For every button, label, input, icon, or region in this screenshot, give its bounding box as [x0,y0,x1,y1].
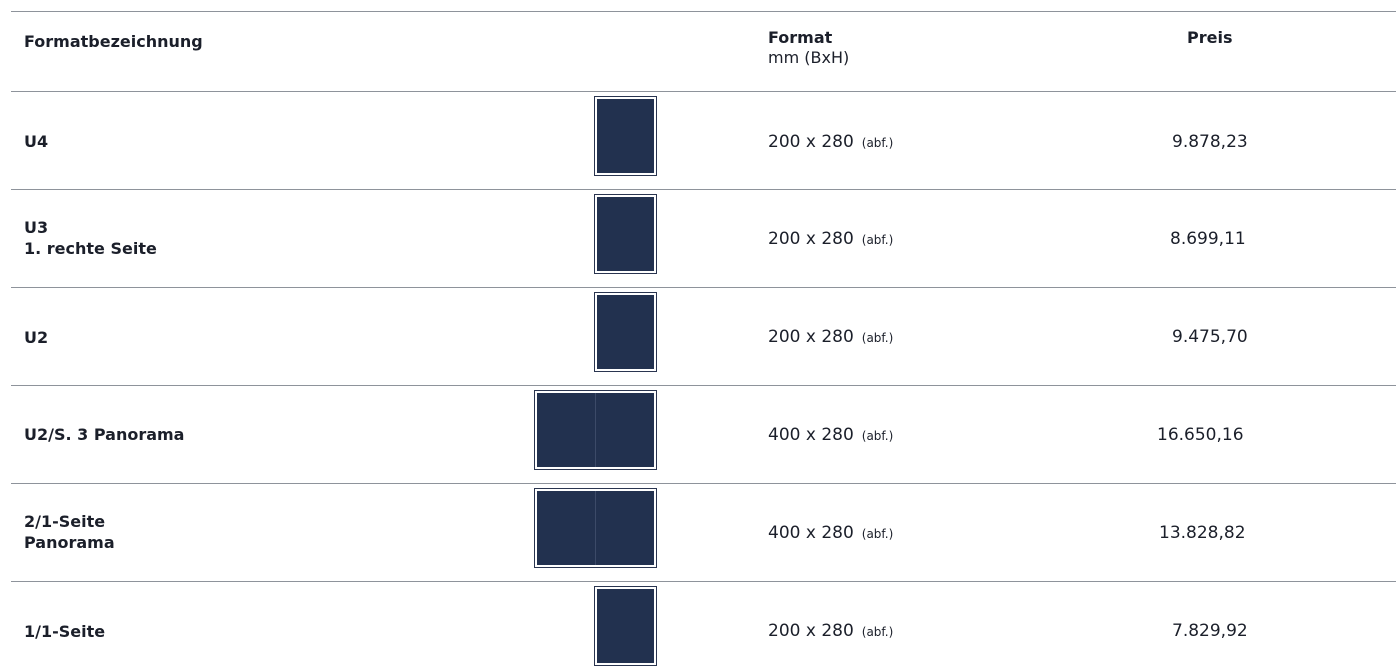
header-price: Preis [1187,28,1233,47]
single-page-thumbnail [594,292,657,372]
format-size: 200 x 280 (abf.) [768,620,893,643]
table-rule [11,483,1396,484]
format-note: (abf.) [861,136,894,150]
row-format-name: 1/1-Seite [24,621,105,642]
format-dimensions: 400 x 280 [768,523,854,543]
format-note: (abf.) [861,527,894,541]
table-rule [11,91,1396,92]
format-size: 200 x 280 (abf.) [768,131,893,154]
price-value: 7.829,92 [1172,621,1248,641]
format-size: 200 x 280 (abf.) [768,326,893,349]
price-value: 16.650,16 [1157,425,1244,445]
table-rule [11,581,1396,582]
header-format-unit: mm (BxH) [768,48,850,67]
table-rule [11,189,1396,190]
format-dimensions: 200 x 280 [768,229,854,249]
format-name-line: 1. rechte Seite [24,239,157,258]
price-value: 9.475,70 [1172,327,1248,347]
format-dimensions: 200 x 280 [768,327,854,347]
single-page-thumbnail [594,586,657,666]
row-format-name: U3 1. rechte Seite [24,217,157,259]
format-name-line: U4 [24,132,49,151]
format-dimensions: 200 x 280 [768,621,854,641]
format-note: (abf.) [861,233,894,247]
table-rule [11,385,1396,386]
price-value: 9.878,23 [1172,132,1248,152]
format-name-line: 1/1-Seite [24,622,106,641]
price-value: 13.828,82 [1159,523,1246,543]
row-format-name: U2/S. 3 Panorama [24,424,184,445]
table-rule [11,11,1396,12]
header-format: Format mm (BxH) [768,28,849,68]
format-size: 400 x 280 (abf.) [768,424,893,447]
row-format-name: U2 [24,327,48,348]
format-note: (abf.) [861,429,894,443]
format-name-line: U2/S. 3 Panorama [24,425,185,444]
double-page-thumbnail [534,488,657,568]
format-note: (abf.) [861,625,894,639]
format-name-line: U2 [24,328,49,347]
double-page-thumbnail [534,390,657,470]
row-format-name: U4 [24,131,48,152]
format-size: 400 x 280 (abf.) [768,522,893,545]
format-dimensions: 200 x 280 [768,132,854,152]
header-format-label: Format [768,28,833,47]
format-name-line: U3 [24,218,49,237]
single-page-thumbnail [594,194,657,274]
price-value: 8.699,11 [1170,229,1246,249]
header-format-designation: Formatbezeichnung [24,32,203,51]
format-size: 200 x 280 (abf.) [768,228,893,251]
single-page-thumbnail [594,96,657,176]
format-dimensions: 400 x 280 [768,425,854,445]
format-name-line: Panorama [24,533,115,552]
format-name-line: 2/1-Seite [24,512,106,531]
format-note: (abf.) [861,331,894,345]
table-rule [11,287,1396,288]
row-format-name: 2/1-Seite Panorama [24,511,115,553]
